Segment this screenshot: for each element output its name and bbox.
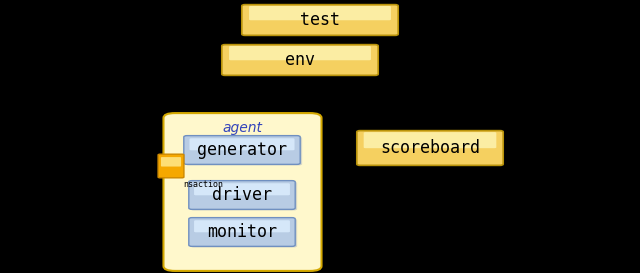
FancyBboxPatch shape: [161, 157, 181, 167]
FancyBboxPatch shape: [158, 154, 184, 178]
Text: test: test: [300, 11, 340, 29]
Text: nsaction: nsaction: [183, 180, 223, 189]
FancyBboxPatch shape: [242, 5, 398, 35]
FancyBboxPatch shape: [222, 44, 378, 75]
Text: generator: generator: [197, 141, 287, 159]
FancyBboxPatch shape: [186, 137, 302, 165]
Text: scoreboard: scoreboard: [380, 139, 480, 157]
FancyBboxPatch shape: [189, 218, 295, 246]
FancyBboxPatch shape: [189, 181, 295, 209]
Text: env: env: [285, 51, 315, 69]
Text: driver: driver: [212, 186, 272, 204]
FancyBboxPatch shape: [191, 219, 297, 247]
FancyBboxPatch shape: [194, 220, 290, 232]
FancyBboxPatch shape: [184, 136, 300, 164]
FancyBboxPatch shape: [357, 131, 503, 165]
FancyBboxPatch shape: [229, 46, 371, 60]
FancyBboxPatch shape: [249, 6, 391, 20]
Text: monitor: monitor: [207, 223, 277, 241]
FancyBboxPatch shape: [191, 182, 297, 210]
FancyBboxPatch shape: [194, 183, 290, 195]
Text: agent: agent: [223, 121, 262, 135]
FancyBboxPatch shape: [364, 132, 497, 148]
FancyBboxPatch shape: [163, 113, 321, 271]
FancyBboxPatch shape: [189, 138, 294, 150]
